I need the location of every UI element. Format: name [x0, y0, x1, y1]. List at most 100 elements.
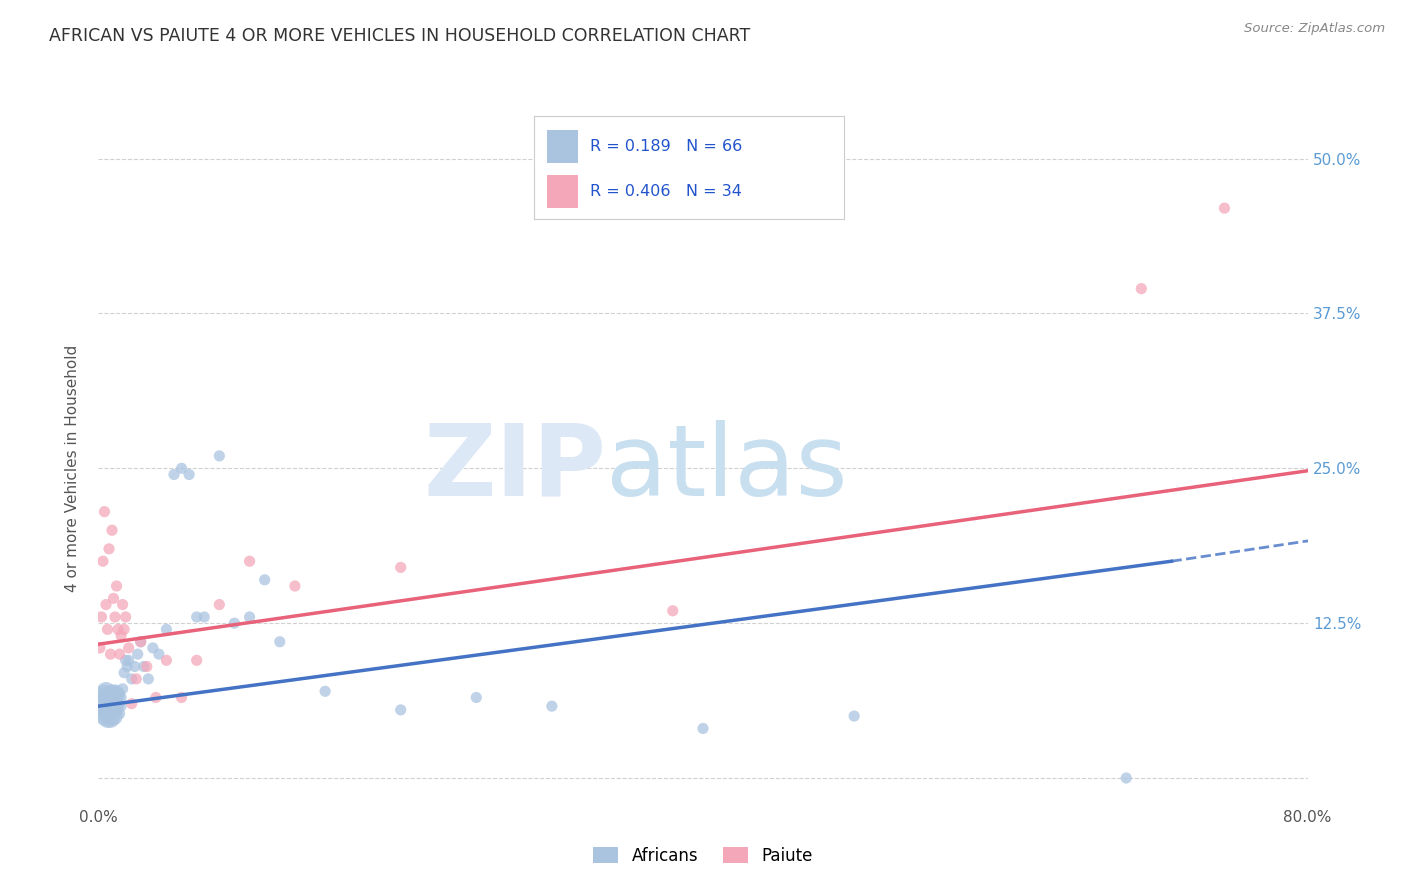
Point	[662, 604, 685, 618]
Point	[239, 554, 262, 568]
Point	[110, 690, 132, 705]
Point	[101, 687, 124, 701]
Point	[135, 659, 157, 673]
Legend: Africans, Paiute: Africans, Paiute	[586, 840, 820, 871]
Point	[114, 653, 136, 667]
Point	[107, 623, 129, 637]
Point	[90, 699, 112, 714]
Point	[112, 623, 135, 637]
Point	[142, 640, 165, 655]
Point	[103, 591, 125, 606]
Point	[239, 610, 262, 624]
Point	[96, 623, 118, 637]
Point	[89, 640, 111, 655]
Point	[269, 634, 291, 648]
Point	[105, 703, 128, 717]
Point	[105, 684, 128, 698]
Point	[208, 449, 231, 463]
Point	[101, 523, 124, 537]
Point	[253, 573, 276, 587]
Point	[389, 703, 412, 717]
Point	[94, 699, 117, 714]
Point	[170, 690, 193, 705]
Point	[105, 579, 128, 593]
Point	[96, 712, 118, 726]
Text: ZIP: ZIP	[423, 420, 606, 516]
Text: Source: ZipAtlas.com: Source: ZipAtlas.com	[1244, 22, 1385, 36]
Point	[1115, 771, 1137, 785]
Point	[186, 653, 208, 667]
Point	[115, 659, 138, 673]
Point	[105, 697, 128, 711]
Point	[118, 653, 141, 667]
Point	[1130, 282, 1153, 296]
Point	[93, 505, 115, 519]
Point	[224, 616, 246, 631]
Point	[103, 690, 125, 705]
Point	[111, 681, 134, 696]
Point	[103, 709, 125, 723]
Text: R = 0.406   N = 34: R = 0.406 N = 34	[591, 185, 742, 200]
Y-axis label: 4 or more Vehicles in Household: 4 or more Vehicles in Household	[65, 344, 80, 592]
Point	[136, 672, 159, 686]
Point	[844, 709, 866, 723]
Point	[107, 690, 129, 705]
Point	[103, 703, 125, 717]
Point	[148, 647, 170, 661]
Point	[90, 610, 112, 624]
Point	[193, 610, 215, 624]
Point	[121, 697, 143, 711]
Point	[91, 703, 114, 717]
Point	[94, 684, 117, 698]
Point	[108, 706, 131, 721]
Point	[540, 699, 562, 714]
Point	[112, 665, 135, 680]
Text: atlas: atlas	[606, 420, 848, 516]
Point	[129, 634, 152, 648]
Point	[179, 467, 201, 482]
Bar	[547, 130, 578, 163]
Point	[170, 461, 193, 475]
Point	[104, 610, 127, 624]
Point	[91, 690, 114, 705]
Point	[100, 703, 122, 717]
Point	[129, 634, 152, 648]
Point	[94, 694, 117, 708]
Point	[107, 699, 129, 714]
Point	[127, 647, 149, 661]
Point	[101, 699, 124, 714]
Point	[1213, 201, 1236, 215]
Point	[155, 653, 177, 667]
Point	[104, 697, 127, 711]
Point	[389, 560, 412, 574]
Point	[94, 598, 117, 612]
Point	[121, 672, 143, 686]
Point	[91, 554, 114, 568]
Point	[114, 610, 136, 624]
Point	[98, 690, 121, 705]
Point	[155, 623, 177, 637]
Point	[110, 699, 132, 714]
Bar	[547, 176, 578, 208]
Point	[100, 697, 122, 711]
Point	[93, 687, 115, 701]
Point	[124, 659, 146, 673]
Point	[108, 647, 131, 661]
Point	[118, 640, 141, 655]
Point	[111, 598, 134, 612]
Point	[93, 709, 115, 723]
Point	[314, 684, 336, 698]
Point	[98, 699, 121, 714]
Point	[692, 722, 714, 736]
Point	[208, 598, 231, 612]
Point	[163, 467, 186, 482]
Point	[284, 579, 307, 593]
Point	[125, 672, 148, 686]
Point	[145, 690, 167, 705]
Point	[132, 659, 155, 673]
Point	[110, 629, 132, 643]
Point	[186, 610, 208, 624]
Point	[100, 647, 122, 661]
Point	[90, 694, 112, 708]
Point	[100, 712, 122, 726]
